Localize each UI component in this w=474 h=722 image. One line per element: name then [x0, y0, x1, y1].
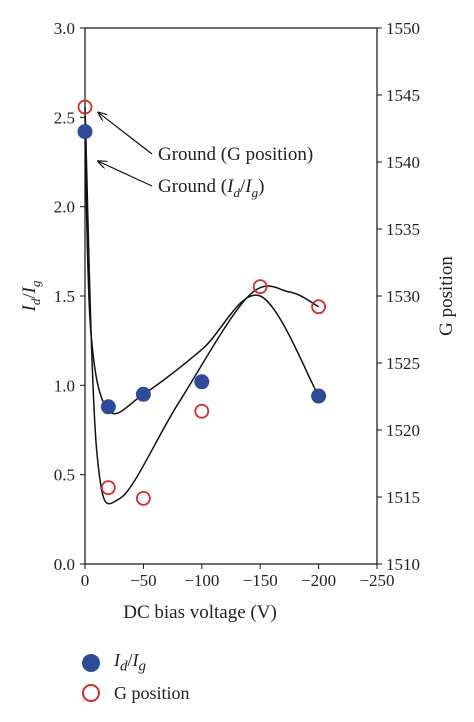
y-left-tick-label: 1.0: [54, 376, 75, 395]
y-left-tick-label: 0.0: [54, 555, 75, 574]
data-point-g-position: [311, 299, 327, 315]
annotation-arrow: [99, 113, 153, 155]
y-right-tick-label: 1515: [386, 488, 420, 507]
plot-frame: [84, 27, 378, 565]
y-right-axis-title: G position: [436, 256, 457, 336]
data-point-id-ig: [135, 386, 151, 402]
y-left-tick-label: 3.0: [54, 19, 75, 38]
annotation-ground-id-ig: Ground (Id/Ig): [158, 176, 264, 200]
open-circle-marker-icon: [82, 684, 100, 702]
chart: 0 −50 −100 −150 −200 −250 0.0 0.5 1.0 1.5 2.0 2.5 3.…: [19, 19, 457, 623]
y-left-tick-label: 1.5: [54, 287, 75, 306]
legend-item-id-ig: Id/Ig: [82, 648, 190, 678]
data-point-g-position: [194, 403, 210, 419]
y-right-tick-label: 1545: [386, 86, 420, 105]
legend-label-id-ig: Id/Ig: [114, 650, 147, 675]
y-right-tick-label: 1520: [386, 421, 420, 440]
y-right-tick-label: 1530: [386, 287, 420, 306]
x-tick-label: 0: [81, 571, 90, 590]
x-tick-label: −150: [243, 571, 278, 590]
y-right-tick-label: 1535: [386, 220, 420, 239]
x-tick-label: −50: [130, 571, 157, 590]
legend-label-g-position: G position: [114, 682, 190, 703]
data-point-g-position: [100, 480, 116, 496]
legend: Id/Ig G position: [82, 648, 190, 708]
data-point-id-ig: [194, 374, 210, 390]
y-left-axis-title: Id/Ig: [19, 280, 43, 312]
x-tick-label: −250: [359, 571, 394, 590]
fit-curve-series-1: [84, 107, 319, 505]
fit-curve-series-0: [84, 131, 320, 415]
data-point-id-ig: [311, 388, 327, 404]
y-left-tick-label: 2.5: [54, 108, 75, 127]
x-axis-title: DC bias voltage (V): [123, 602, 277, 623]
data-point-id-ig: [77, 124, 93, 140]
y-right-tick-label: 1540: [386, 153, 420, 172]
x-tick-label: −100: [184, 571, 219, 590]
data-point-id-ig: [100, 399, 116, 415]
legend-item-g-position: G position: [82, 678, 190, 708]
y-left-tick-label: 2.0: [54, 198, 75, 217]
annotation-arrow: [99, 162, 153, 187]
y-right-tick-label: 1525: [386, 354, 420, 373]
data-point-g-position: [135, 490, 151, 506]
data-point-g-position: [77, 99, 93, 115]
filled-circle-marker-icon: [82, 654, 100, 672]
y-right-tick-label: 1550: [386, 19, 420, 38]
data-point-g-position: [252, 279, 268, 295]
x-tick-label: −200: [301, 571, 336, 590]
y-right-tick-label: 1510: [386, 555, 420, 574]
annotation-ground-g-position: Ground (G position): [158, 144, 313, 165]
y-left-tick-label: 0.5: [54, 466, 75, 485]
